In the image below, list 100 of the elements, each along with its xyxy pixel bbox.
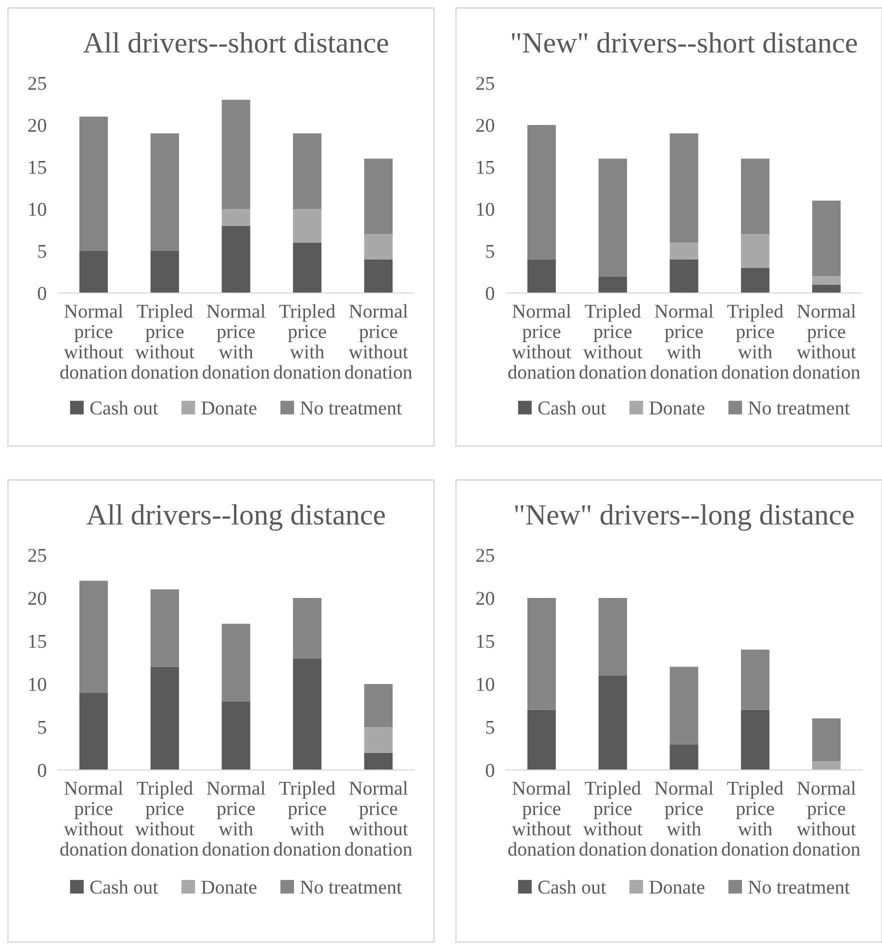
bar <box>598 276 628 293</box>
y-tick-label: 10 <box>477 678 494 691</box>
x-tick-label: Normal price without donation <box>60 304 128 379</box>
bar <box>292 598 322 658</box>
bar <box>79 251 108 293</box>
y-tick-label: 25 <box>476 548 494 562</box>
legend-label: Donate <box>649 402 704 415</box>
bar <box>222 701 250 770</box>
legend-label: No treatment <box>300 402 402 415</box>
legend-label: Cash out <box>90 880 158 894</box>
x-tick-label: Normal price without donation <box>793 304 860 379</box>
bar <box>292 209 322 243</box>
y-tick-label: 15 <box>477 634 494 648</box>
bar <box>150 251 180 293</box>
legend-label: Cash out <box>90 400 158 415</box>
chart-title: "New" drivers--short distance <box>512 32 857 53</box>
x-tick-label: Normal price with donation <box>202 781 270 856</box>
x-tick-label: Normal price without donation <box>508 781 576 856</box>
bar <box>670 133 698 243</box>
chart-title: All drivers--short distance <box>83 32 388 53</box>
bar <box>812 761 841 770</box>
bar <box>292 242 322 293</box>
x-tick-label: Tripled price without donation <box>131 304 199 379</box>
y-tick-label: 5 <box>486 245 494 258</box>
bar <box>740 710 770 770</box>
legend-label: Cash out <box>538 880 606 894</box>
y-tick-label: 0 <box>38 764 46 777</box>
bar <box>670 259 698 293</box>
legend-label: Donate <box>201 880 256 894</box>
bar <box>364 234 393 260</box>
y-tick-label: 25 <box>28 76 46 90</box>
x-tick-label: Tripled price with donation <box>722 304 789 379</box>
legend-label: No treatment <box>300 880 402 894</box>
legend-label: No treatment <box>748 402 850 415</box>
bar <box>812 200 841 276</box>
bar <box>740 234 770 268</box>
bar <box>364 727 393 753</box>
x-tick-label: Tripled price with donation <box>722 781 789 856</box>
y-tick-label: 5 <box>486 721 494 734</box>
bar <box>740 268 770 293</box>
chart-title: "New" drivers--long distance <box>515 504 854 531</box>
y-tick-label: 20 <box>28 118 46 132</box>
bar <box>598 675 628 770</box>
legend-label: Cash out <box>538 400 606 415</box>
chart-title: All drivers--long distance <box>86 504 385 531</box>
y-tick-label: 10 <box>477 202 494 216</box>
y-tick-label: 20 <box>476 118 494 132</box>
bar <box>812 718 841 762</box>
y-tick-label: 25 <box>476 76 494 90</box>
bar <box>364 684 393 727</box>
bar <box>222 624 250 702</box>
legend-label: Donate <box>649 880 704 894</box>
bar <box>79 580 108 693</box>
bar <box>527 125 556 260</box>
x-tick-label: Normal price without donation <box>345 304 412 379</box>
y-tick-label: 0 <box>486 286 494 300</box>
bar <box>598 598 628 676</box>
bar <box>222 209 250 226</box>
bar <box>812 284 841 293</box>
bar <box>670 666 698 744</box>
x-tick-label: Normal price with donation <box>202 304 270 379</box>
y-tick-label: 15 <box>29 160 46 174</box>
x-tick-label: Tripled price with donation <box>274 781 341 856</box>
x-tick-label: Normal price without donation <box>60 781 128 856</box>
bar <box>292 658 322 770</box>
x-tick-label: Tripled price without donation <box>131 781 199 856</box>
y-tick-label: 20 <box>28 592 46 605</box>
x-tick-label: Tripled price with donation <box>274 304 341 379</box>
y-tick-label: 10 <box>29 202 46 216</box>
bar <box>670 744 698 770</box>
y-tick-label: 25 <box>28 548 46 562</box>
bar <box>222 100 250 209</box>
y-tick-label: 5 <box>38 245 46 258</box>
y-tick-label: 15 <box>29 634 46 648</box>
legend-label: Donate <box>201 402 256 415</box>
y-tick-label: 0 <box>486 764 494 777</box>
x-tick-label: Normal price with donation <box>650 781 718 856</box>
legend-label: No treatment <box>748 880 850 894</box>
x-tick-label: Tripled price without donation <box>579 304 647 379</box>
y-tick-label: 15 <box>477 160 494 174</box>
y-tick-label: 10 <box>29 678 46 691</box>
bar <box>527 259 556 293</box>
bar <box>150 666 180 770</box>
x-tick-label: Normal price with donation <box>650 304 718 379</box>
y-tick-label: 20 <box>476 592 494 605</box>
bar <box>150 133 180 251</box>
x-tick-label: Normal price without donation <box>793 781 860 856</box>
bar <box>364 158 393 234</box>
bar <box>527 710 556 770</box>
bar <box>598 158 628 276</box>
bar <box>812 276 841 285</box>
bar <box>670 242 698 260</box>
y-tick-label: 0 <box>38 286 46 300</box>
bar <box>79 692 108 770</box>
bar <box>740 158 770 234</box>
y-tick-label: 5 <box>38 721 46 734</box>
x-tick-label: Tripled price without donation <box>579 781 647 856</box>
bar <box>150 589 180 667</box>
bar <box>364 259 393 293</box>
x-tick-label: Normal price without donation <box>508 304 576 379</box>
